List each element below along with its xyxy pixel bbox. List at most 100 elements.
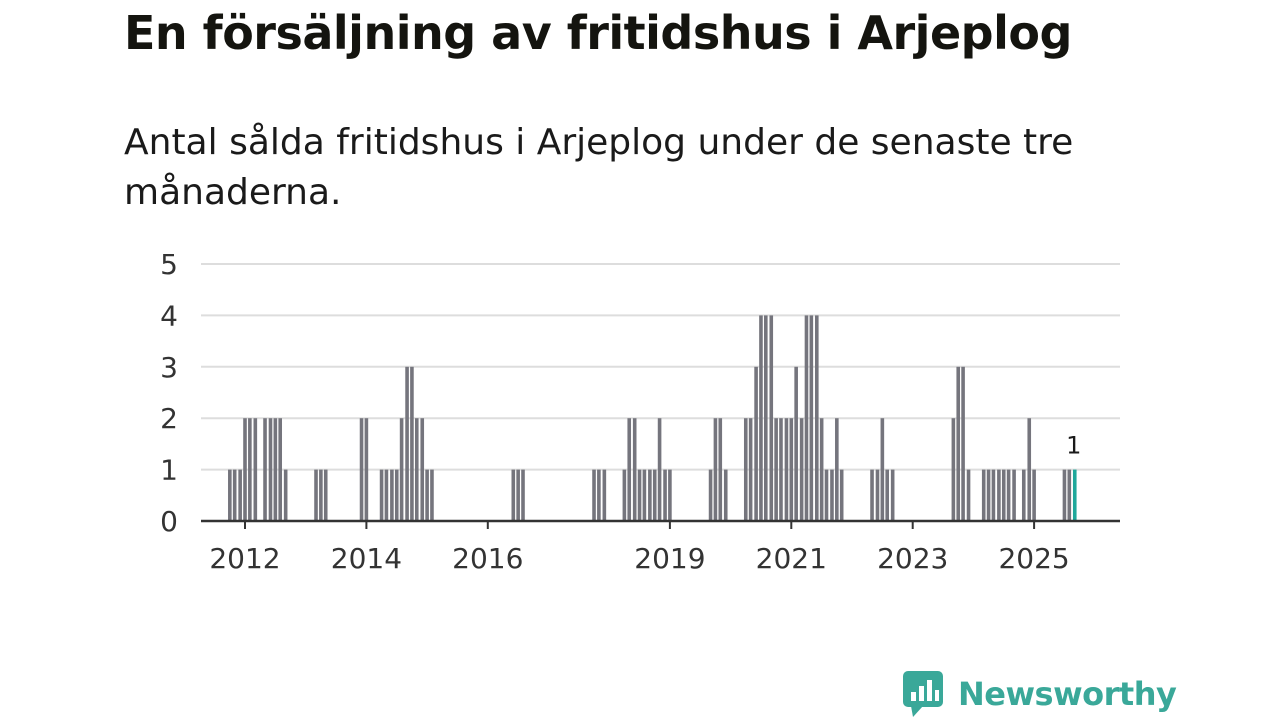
y-tick-label: 2 — [160, 402, 178, 435]
bar — [248, 418, 252, 521]
y-tick-label: 4 — [160, 299, 178, 332]
x-tick-label: 2019 — [634, 542, 705, 575]
bar — [723, 469, 728, 521]
bar — [1021, 469, 1026, 521]
x-tick-label: 2016 — [452, 542, 523, 575]
bar — [652, 469, 657, 521]
y-tick-label: 5 — [160, 248, 178, 281]
bar — [263, 418, 267, 521]
bar — [253, 418, 258, 521]
bar — [809, 315, 814, 521]
chart-title: En försäljning av fritidshus i Arjeplog — [124, 6, 1072, 60]
bar — [243, 418, 247, 521]
bar — [748, 418, 753, 521]
bar — [839, 469, 844, 521]
x-tick-label: 2012 — [209, 542, 280, 575]
bar — [997, 469, 1001, 521]
bar — [774, 418, 778, 521]
bar — [405, 366, 409, 521]
bar — [268, 418, 273, 521]
bar — [814, 315, 819, 521]
bar — [981, 469, 986, 521]
x-tick-label: 2014 — [331, 542, 402, 575]
bar — [425, 469, 429, 521]
bar — [830, 469, 834, 521]
bar — [794, 366, 798, 521]
bar — [511, 469, 516, 521]
newsworthy-logo-icon — [903, 671, 943, 717]
bar-highlight — [1072, 469, 1077, 521]
bar — [657, 418, 662, 521]
bar — [420, 418, 425, 521]
bar — [384, 469, 389, 521]
x-tick-label: 2025 — [998, 542, 1069, 575]
bar — [323, 469, 328, 521]
bar — [602, 469, 607, 521]
bar — [718, 418, 723, 521]
bar — [228, 469, 232, 521]
highlight-value-label: 1 — [1066, 432, 1081, 460]
bar — [875, 469, 880, 521]
bar — [966, 469, 971, 521]
bar — [314, 469, 318, 521]
bar — [986, 469, 991, 521]
bar — [390, 469, 394, 521]
bar — [414, 418, 419, 521]
bar — [779, 418, 783, 521]
chart-subtitle: Antal sålda fritidshus i Arjeplog under … — [124, 122, 1074, 213]
y-axis-ticks: 0 1 2 3 4 5 — [160, 248, 178, 538]
bar — [273, 418, 278, 521]
bar — [430, 469, 434, 521]
bar — [627, 418, 632, 521]
bar — [394, 469, 399, 521]
bar — [1027, 418, 1032, 521]
bar — [637, 469, 642, 521]
bar — [379, 469, 384, 521]
bar — [799, 418, 804, 521]
bar — [885, 469, 890, 521]
bar — [1001, 469, 1006, 521]
bar — [880, 418, 885, 521]
bar — [648, 469, 652, 521]
bar — [642, 469, 647, 521]
bar — [622, 469, 627, 521]
x-tick-label: 2021 — [756, 542, 827, 575]
bar — [359, 418, 364, 521]
bar — [819, 418, 824, 521]
bar — [521, 469, 525, 521]
bar — [663, 469, 667, 521]
bar — [364, 418, 369, 521]
bar — [754, 366, 758, 521]
bar — [597, 469, 601, 521]
bar — [835, 418, 839, 521]
bar — [319, 469, 323, 521]
bar — [804, 315, 809, 521]
bar — [956, 366, 961, 521]
bar — [1006, 469, 1011, 521]
y-tick-label: 3 — [160, 351, 178, 384]
bar — [410, 366, 414, 521]
bar — [1067, 469, 1072, 521]
y-tick-label: 1 — [160, 454, 178, 487]
bar — [991, 469, 996, 521]
bar — [824, 469, 829, 521]
newsworthy-logo: Newsworthy — [902, 670, 1177, 718]
bar — [708, 469, 713, 521]
bar — [769, 315, 774, 521]
bar — [278, 418, 283, 521]
bar — [759, 315, 763, 521]
bar — [283, 469, 288, 521]
bar — [743, 418, 748, 521]
bar — [1032, 469, 1036, 521]
bar — [890, 469, 895, 521]
bar — [870, 469, 874, 521]
bar — [592, 469, 596, 521]
bar — [1012, 469, 1016, 521]
brand-name: Newsworthy — [958, 675, 1177, 713]
bar — [961, 366, 965, 521]
bar — [668, 469, 672, 521]
bar — [399, 418, 404, 521]
bar — [1062, 469, 1067, 521]
bar — [516, 469, 520, 521]
